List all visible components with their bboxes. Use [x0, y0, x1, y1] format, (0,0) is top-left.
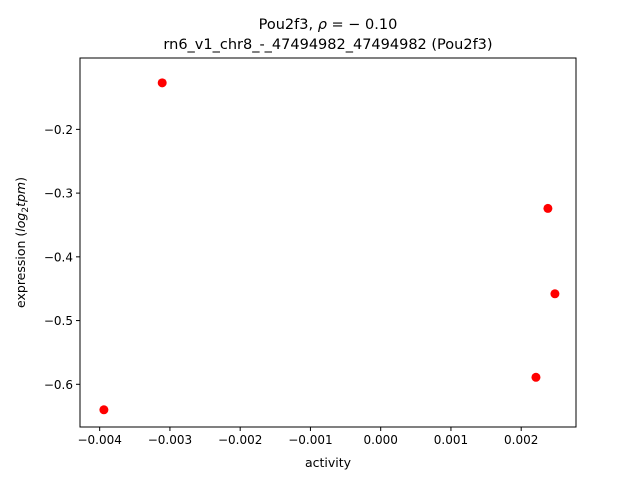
y-tick-label: −0.5 [44, 314, 73, 328]
plot-area: −0.004 −0.003 −0.002 −0.001 0.000 0.001 0.002 … [44, 57, 577, 447]
y-axis: −0.2 −0.3 −0.4 −0.5 −0.6 [44, 123, 80, 392]
data-points [99, 78, 560, 415]
chart-title-line1: Pou2f3, ρ = − 0.10 [259, 17, 398, 33]
x-axis: −0.004 −0.003 −0.002 −0.001 0.000 0.001 0.002 [77, 427, 538, 447]
axes-frame [79, 57, 577, 428]
y-tick-label: −0.3 [44, 187, 73, 201]
scatter-point [99, 405, 109, 415]
x-tick-label: −0.004 [77, 433, 121, 447]
scatter-point [550, 289, 560, 299]
y-tick-label: −0.4 [44, 250, 73, 264]
scatter-point [531, 372, 541, 382]
scatter-point [543, 203, 553, 213]
x-tick-label: 0.002 [504, 433, 538, 447]
x-axis-label: activity [305, 455, 352, 470]
y-tick-label: −0.2 [44, 123, 73, 137]
y-axis-label: expression (log2tpm) [13, 177, 31, 308]
chart-title-line2: rn6_v1_chr8_-_47494982_47494982 (Pou2f3) [163, 37, 492, 53]
scatter-point [157, 78, 167, 88]
x-tick-label: −0.002 [218, 433, 262, 447]
x-tick-label: 0.000 [364, 433, 398, 447]
x-tick-label: −0.001 [288, 433, 332, 447]
x-tick-label: −0.003 [148, 433, 192, 447]
y-tick-label: −0.6 [44, 378, 73, 392]
x-tick-label: 0.001 [434, 433, 468, 447]
